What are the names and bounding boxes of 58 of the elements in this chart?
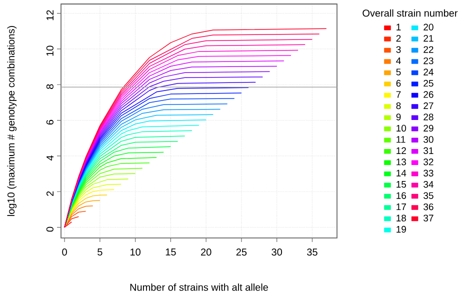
x-tick-label: 20 [201, 248, 212, 256]
legend-label: 2 [396, 34, 401, 42]
legend-label: 24 [424, 68, 434, 76]
x-tick-label: 5 [98, 248, 102, 256]
legend-label: 20 [424, 24, 434, 30]
legend-label: 30 [424, 136, 434, 143]
legend-label: 10 [396, 124, 406, 132]
legend-label: 17 [396, 204, 406, 210]
x-tick-label: 15 [166, 248, 176, 256]
legend-label: 21 [424, 34, 434, 42]
legend-label: 19 [396, 226, 406, 233]
line-series [64, 206, 94, 228]
legend-label: 4 [396, 57, 401, 64]
legend-label: 7 [396, 91, 401, 98]
legend-label: 36 [424, 203, 434, 210]
legend-label: 35 [424, 192, 434, 199]
line-series [64, 184, 122, 228]
y-tick-label: 0 [46, 226, 54, 232]
y-tick-label: 2 [46, 191, 54, 196]
legend-label: 25 [424, 80, 434, 87]
y-tick-label: 12 [46, 10, 54, 20]
x-tick-label: 10 [130, 248, 140, 256]
y-tick-label: 10 [46, 46, 54, 56]
x-axis-title: Number of strains with alt allele [130, 283, 268, 291]
legend-label: 6 [396, 80, 401, 87]
legend-title: Overall strain number [362, 9, 458, 17]
legend-label: 32 [424, 158, 434, 166]
legend-label: 12 [396, 147, 406, 154]
legend-label: 22 [424, 46, 434, 53]
legend-label: 37 [424, 214, 434, 222]
legend-label: 15 [396, 181, 406, 188]
x-tick-label: 25 [236, 248, 247, 256]
y-tick-label: 4 [46, 155, 54, 160]
legend-label: 23 [424, 57, 434, 64]
legend-label: 18 [396, 214, 406, 222]
legend-label: 34 [424, 181, 434, 188]
legend-label: 13 [396, 158, 406, 166]
legend-label: 14 [396, 170, 406, 176]
y-tick-label: 8 [46, 84, 54, 89]
legend-label: 9 [396, 114, 401, 120]
legend-label: 11 [396, 136, 406, 143]
legend-label: 16 [396, 192, 406, 199]
legend-label: 3 [396, 46, 401, 53]
legend-label: 1 [396, 24, 401, 30]
y-tick-label: 6 [46, 120, 54, 125]
legend-label: 28 [424, 114, 434, 120]
line-series [64, 210, 86, 228]
legend-label: 27 [424, 102, 434, 110]
y-axis-title: log10 (maximum # genotype combinations) [7, 26, 17, 216]
x-tick-label: 35 [307, 248, 318, 256]
x-tick-label: 0 [62, 248, 67, 256]
legend-label: 31 [424, 147, 434, 154]
legend-label: 33 [424, 170, 434, 176]
legend-label: 5 [396, 68, 401, 76]
legend-label: 26 [424, 91, 434, 98]
legend-label: 8 [396, 102, 401, 110]
x-tick-label: 30 [272, 248, 282, 256]
legend-label: 29 [424, 124, 434, 132]
